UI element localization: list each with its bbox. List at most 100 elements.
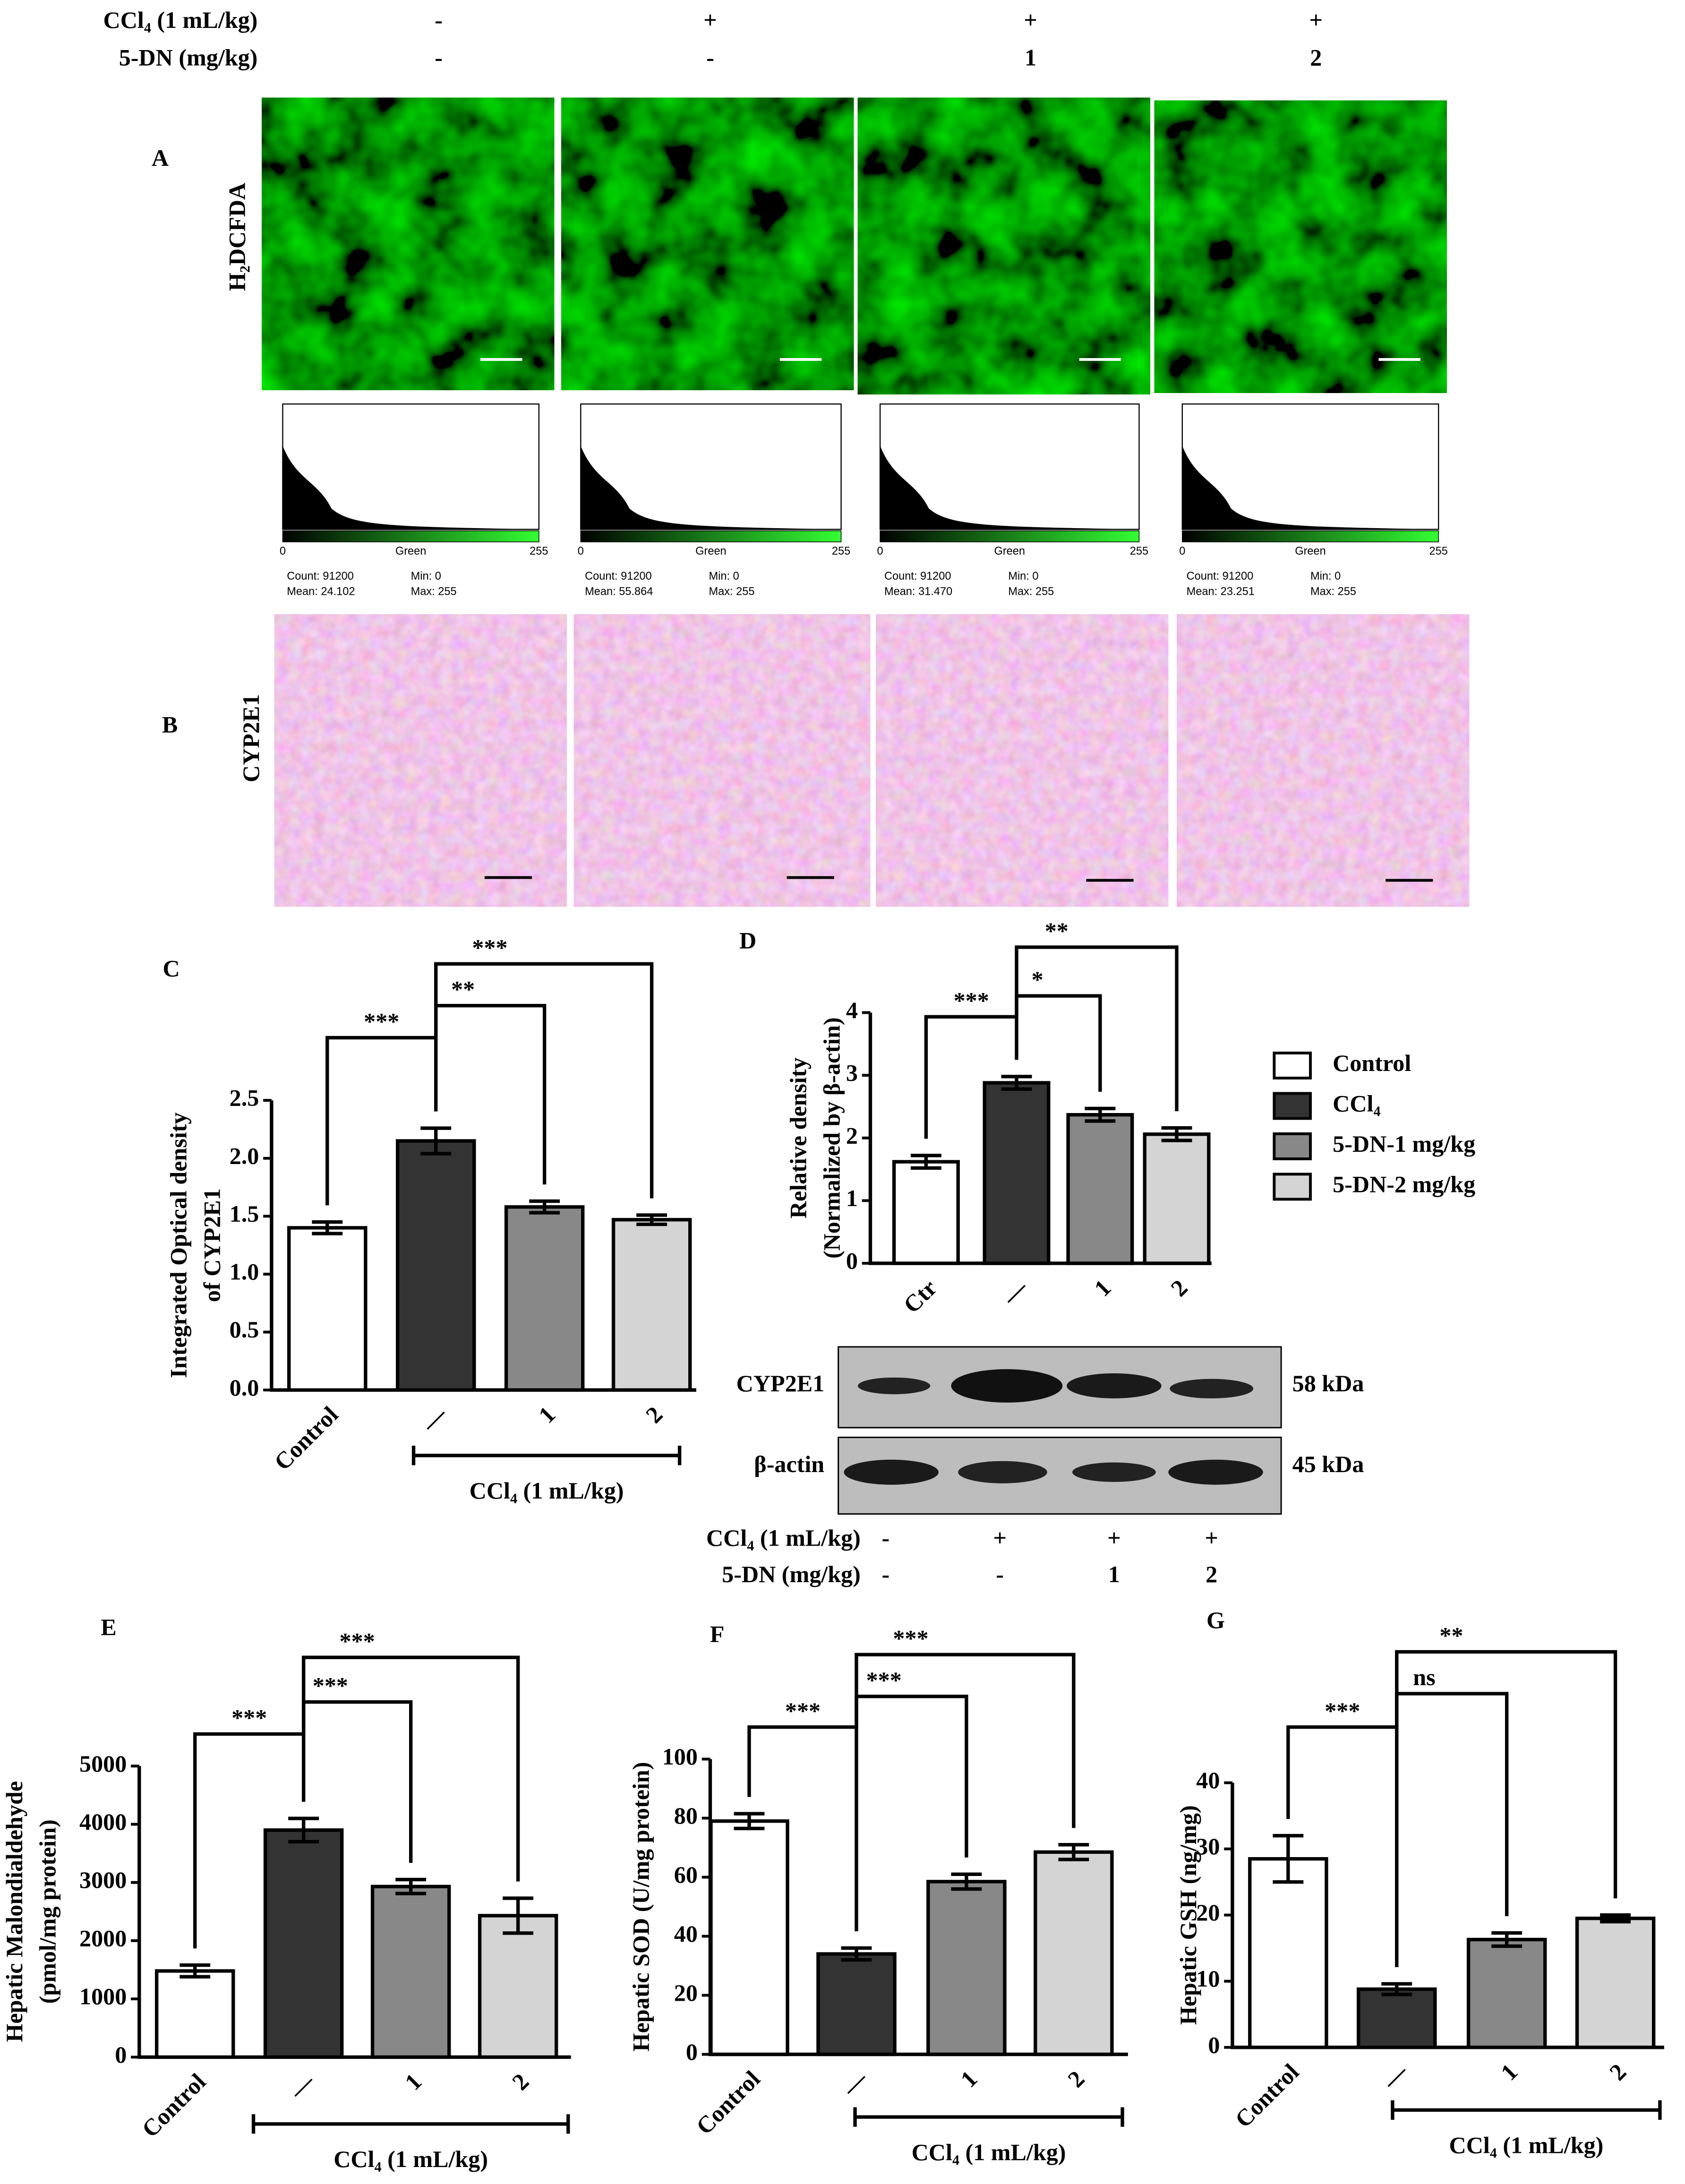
significance-bracket bbox=[747, 1725, 858, 1932]
error-bar bbox=[1491, 1931, 1522, 1948]
error-bar bbox=[312, 1220, 343, 1235]
significance-bracket bbox=[1395, 1650, 1617, 1899]
y-tick-label: 1000 bbox=[79, 1983, 127, 2010]
histogram-axis: 255 bbox=[832, 545, 850, 557]
treatment-value: 2 bbox=[1310, 44, 1322, 71]
error-bar bbox=[1600, 1913, 1631, 1924]
group-label: CCl₄ (1 mL/kg) bbox=[1449, 2132, 1604, 2158]
error-bar bbox=[841, 1946, 872, 1962]
western-blot bbox=[838, 1346, 1282, 1515]
y-tick-label: 2.0 bbox=[230, 1142, 259, 1169]
panel-letter: B bbox=[162, 711, 178, 738]
band bbox=[1067, 1373, 1162, 1399]
bar bbox=[370, 1884, 451, 2059]
error-bar bbox=[910, 1154, 941, 1170]
group-bracket bbox=[1391, 2100, 1662, 2120]
y-tick-label: 3000 bbox=[79, 1867, 127, 1893]
group-label: CCl₄ (1 mL/kg) bbox=[470, 1477, 624, 1504]
significance-label: *** bbox=[866, 1667, 902, 1693]
group-label: CCl₄ (1 mL/kg) bbox=[912, 2139, 1066, 2165]
histogram-axis: Green bbox=[395, 545, 427, 557]
error-bar bbox=[1085, 1106, 1116, 1123]
image bbox=[262, 97, 555, 390]
y-tick-label: 1.5 bbox=[230, 1200, 259, 1227]
histogram-axis: 0 bbox=[578, 545, 584, 557]
histogram-scale bbox=[580, 530, 842, 542]
y-tick-label: 80 bbox=[674, 1802, 698, 1829]
x-tick-label: — bbox=[284, 2068, 320, 2104]
significance-label: *** bbox=[472, 934, 507, 960]
image bbox=[857, 97, 1150, 394]
bar bbox=[926, 1880, 1007, 2056]
fluorescence-images bbox=[262, 97, 1447, 394]
x-tick-label: 2 bbox=[507, 2068, 534, 2095]
histogram-stat: Count: 91200 bbox=[1187, 570, 1254, 582]
y-tick-label: 40 bbox=[1196, 1767, 1220, 1793]
significance-label: *** bbox=[231, 1704, 267, 1731]
bar bbox=[611, 1218, 692, 1392]
error-bar bbox=[1001, 1075, 1032, 1091]
histogram-stat: Mean: 24.102 bbox=[287, 585, 355, 597]
x-tick-label: — bbox=[997, 1274, 1033, 1310]
significance-bracket bbox=[434, 962, 654, 1199]
error-bar bbox=[1273, 1834, 1304, 1884]
bar bbox=[983, 1081, 1051, 1265]
bar bbox=[1143, 1132, 1211, 1265]
x-tick-label: 1 bbox=[955, 2065, 982, 2092]
histogram-shape bbox=[880, 445, 1139, 530]
group-bracket bbox=[251, 2114, 570, 2134]
y-tick-label: 20 bbox=[674, 1979, 698, 2006]
significance-bracket bbox=[301, 1655, 520, 1882]
bar bbox=[287, 1226, 368, 1392]
band bbox=[857, 1377, 931, 1395]
image bbox=[1154, 100, 1447, 393]
error-bar bbox=[288, 1816, 319, 1844]
y-tick-label: 40 bbox=[674, 1920, 698, 1947]
scale-bars bbox=[484, 876, 1433, 882]
y-tick-label: 0.0 bbox=[230, 1374, 259, 1401]
treatment-value: - bbox=[435, 44, 443, 71]
x-tick-label: 2 bbox=[1165, 1275, 1192, 1302]
histogram-stat: Min: 0 bbox=[1008, 570, 1038, 582]
y-tick-label: 1.0 bbox=[230, 1259, 259, 1285]
panel-letter: G bbox=[1206, 1607, 1225, 1633]
significance-label: ** bbox=[451, 976, 475, 1002]
treatment-value: + bbox=[1024, 7, 1037, 33]
x-tick-label: 1 bbox=[400, 2068, 427, 2095]
error-bar bbox=[1161, 1126, 1192, 1142]
treatment-value: + bbox=[1205, 1525, 1218, 1551]
significance-bracket bbox=[924, 1015, 1018, 1139]
group-bracket bbox=[853, 2107, 1124, 2127]
bar bbox=[395, 1139, 476, 1392]
bar bbox=[709, 1819, 789, 2056]
x-tick-label: 1 bbox=[1089, 1275, 1116, 1302]
treatment-value: - bbox=[882, 1561, 890, 1587]
band bbox=[1170, 1379, 1254, 1399]
band bbox=[1072, 1462, 1156, 1482]
y-tick-label: 4 bbox=[846, 997, 858, 1023]
treatment-label: 5-DN (mg/kg) bbox=[119, 44, 258, 71]
treatment-value: - bbox=[996, 1561, 1004, 1587]
error-bar bbox=[734, 1812, 765, 1831]
band bbox=[844, 1459, 939, 1485]
error-bar bbox=[180, 1963, 211, 1979]
y-tick-label: 100 bbox=[662, 1743, 698, 1770]
band-label: CYP2E1 bbox=[736, 1370, 825, 1396]
band bbox=[958, 1461, 1047, 1483]
treatment-value: 1 bbox=[1025, 44, 1036, 71]
significance-label: *** bbox=[954, 987, 989, 1013]
bar bbox=[263, 1828, 344, 2059]
y-axis-label: Hepatic Malondialdehyde bbox=[1, 1781, 27, 2042]
ihc-images bbox=[274, 614, 1470, 907]
significance-label: *** bbox=[313, 1672, 348, 1699]
significance-label: ns bbox=[1413, 1664, 1435, 1690]
histogram-scale bbox=[1182, 530, 1439, 542]
legend-label: CCl₄ bbox=[1333, 1090, 1380, 1116]
significance-bracket bbox=[193, 1732, 306, 1949]
group-label: CCl₄ (1 mL/kg) bbox=[334, 2146, 488, 2172]
histogram-axis: 0 bbox=[1179, 545, 1185, 557]
treatment-value: - bbox=[706, 44, 714, 71]
histogram-axis: 255 bbox=[1429, 545, 1448, 557]
significance-bracket bbox=[1286, 1725, 1399, 1967]
